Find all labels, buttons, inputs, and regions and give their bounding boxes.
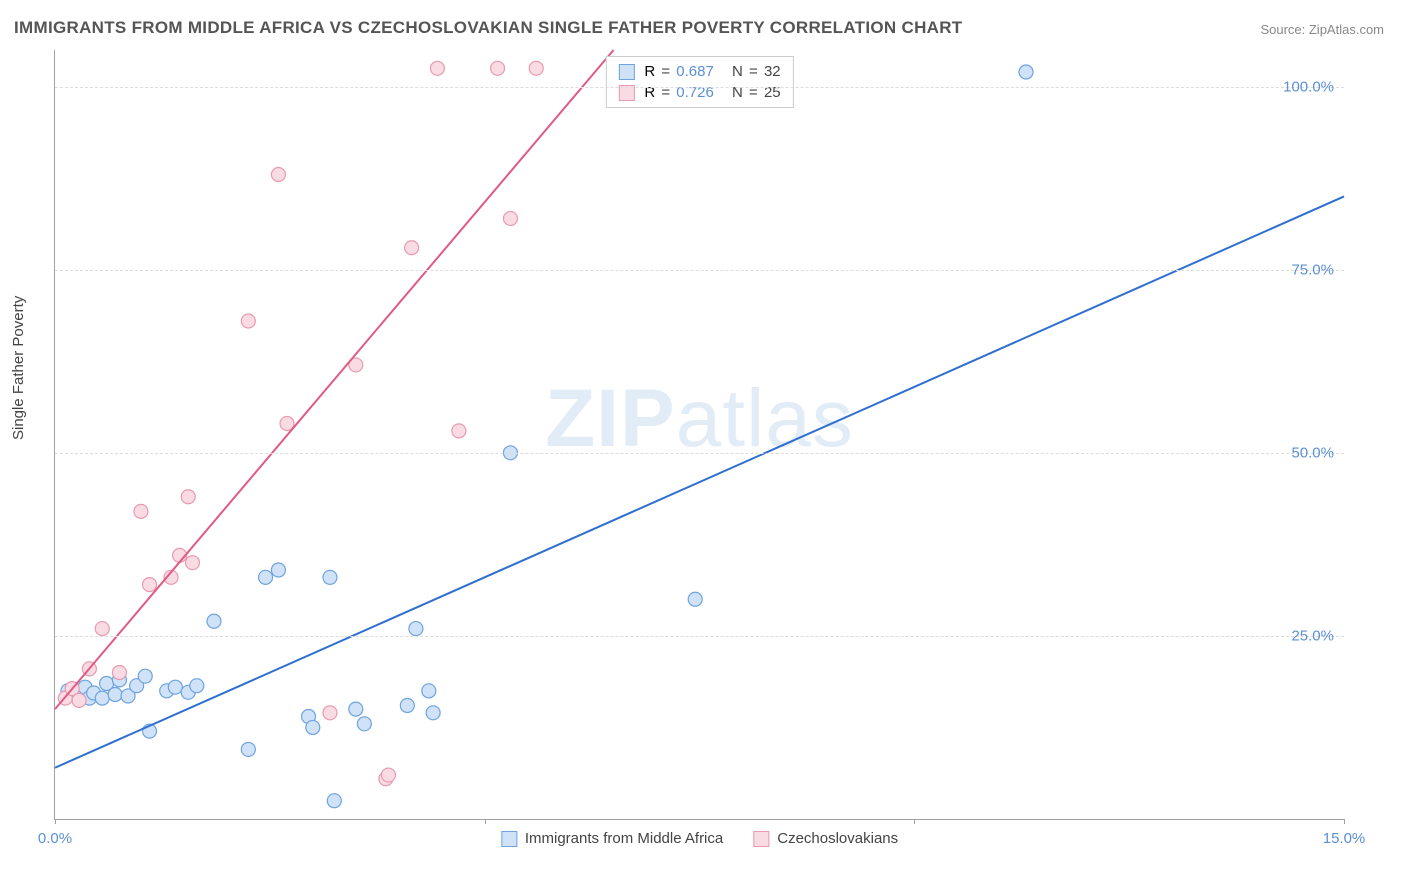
scatter-point xyxy=(529,61,543,75)
chart-svg xyxy=(55,50,1344,819)
scatter-point xyxy=(491,61,505,75)
y-tick-label: 25.0% xyxy=(1291,627,1334,644)
scatter-point xyxy=(323,706,337,720)
gridline xyxy=(55,87,1344,88)
gridline xyxy=(55,453,1344,454)
scatter-point xyxy=(357,717,371,731)
equals-sign: = xyxy=(749,63,758,80)
scatter-point xyxy=(95,691,109,705)
scatter-point xyxy=(190,679,204,693)
bottom-legend: Immigrants from Middle Africa Czechoslov… xyxy=(501,830,898,847)
scatter-point xyxy=(271,563,285,577)
scatter-point xyxy=(409,622,423,636)
scatter-point xyxy=(72,693,86,707)
scatter-point xyxy=(405,241,419,255)
legend-item-b: Czechoslovakians xyxy=(753,830,898,847)
scatter-point xyxy=(452,424,466,438)
swatch-series-a xyxy=(618,64,634,80)
gridline xyxy=(55,270,1344,271)
scatter-point xyxy=(207,614,221,628)
scatter-point xyxy=(241,742,255,756)
y-tick-label: 75.0% xyxy=(1291,261,1334,278)
scatter-point xyxy=(426,706,440,720)
x-tick-mark xyxy=(914,819,915,824)
x-tick-label: 0.0% xyxy=(38,830,72,847)
scatter-point xyxy=(185,556,199,570)
chart-title: IMMIGRANTS FROM MIDDLE AFRICA VS CZECHOS… xyxy=(14,18,963,38)
stats-legend-box: R = 0.687 N = 32 R = 0.726 N = 25 xyxy=(605,56,793,108)
scatter-point xyxy=(112,666,126,680)
legend-label-a: Immigrants from Middle Africa xyxy=(525,830,723,847)
stats-row-series-a: R = 0.687 N = 32 xyxy=(606,61,792,82)
scatter-point xyxy=(422,684,436,698)
y-tick-label: 50.0% xyxy=(1291,444,1334,461)
legend-label-b: Czechoslovakians xyxy=(777,830,898,847)
gridline xyxy=(55,636,1344,637)
scatter-point xyxy=(138,669,152,683)
scatter-point xyxy=(400,698,414,712)
y-axis-label: Single Father Poverty xyxy=(10,296,27,440)
stat-N-label: N xyxy=(732,63,743,80)
legend-swatch-b xyxy=(753,831,769,847)
scatter-point xyxy=(143,578,157,592)
scatter-point xyxy=(271,168,285,182)
scatter-point xyxy=(1019,65,1033,79)
scatter-point xyxy=(327,794,341,808)
scatter-point xyxy=(134,504,148,518)
scatter-point xyxy=(430,61,444,75)
scatter-point xyxy=(306,720,320,734)
y-tick-label: 100.0% xyxy=(1283,78,1334,95)
stats-row-series-b: R = 0.726 N = 25 xyxy=(606,82,792,103)
scatter-point xyxy=(241,314,255,328)
scatter-point xyxy=(688,592,702,606)
legend-item-a: Immigrants from Middle Africa xyxy=(501,830,723,847)
scatter-point xyxy=(381,768,395,782)
trend-line xyxy=(55,50,614,709)
stat-N-value-a: 32 xyxy=(764,63,781,80)
scatter-point xyxy=(95,622,109,636)
scatter-point xyxy=(349,702,363,716)
scatter-point xyxy=(181,490,195,504)
scatter-point xyxy=(503,211,517,225)
x-tick-label: 15.0% xyxy=(1323,830,1366,847)
scatter-point xyxy=(259,570,273,584)
x-tick-mark xyxy=(55,819,56,824)
source-credit: Source: ZipAtlas.com xyxy=(1260,22,1384,37)
plot-area: ZIPatlas R = 0.687 N = 32 R = 0.726 N = … xyxy=(54,50,1344,820)
x-tick-mark xyxy=(1344,819,1345,824)
scatter-point xyxy=(108,687,122,701)
stat-R-value-a: 0.687 xyxy=(676,63,714,80)
x-tick-mark xyxy=(485,819,486,824)
equals-sign: = xyxy=(661,63,670,80)
scatter-point xyxy=(168,680,182,694)
scatter-point xyxy=(323,570,337,584)
stat-R-label: R xyxy=(644,63,655,80)
legend-swatch-a xyxy=(501,831,517,847)
